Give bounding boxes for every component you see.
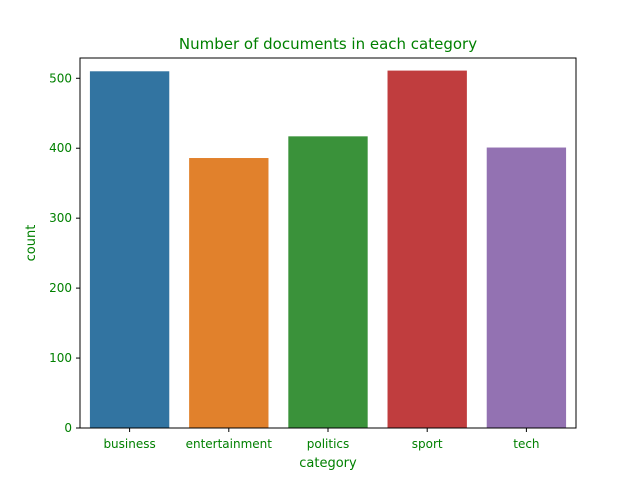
y-tick-label: 400 bbox=[49, 141, 72, 155]
x-tick-label: politics bbox=[307, 437, 350, 451]
bar-sport bbox=[387, 70, 467, 428]
bar-entertainment bbox=[189, 158, 269, 428]
y-tick-label: 300 bbox=[49, 211, 72, 225]
bar-tech bbox=[486, 147, 567, 428]
y-tick-label: 0 bbox=[64, 421, 72, 435]
bars-group bbox=[89, 70, 567, 428]
x-tick-label: entertainment bbox=[186, 437, 273, 451]
x-tick-label: business bbox=[103, 437, 155, 451]
x-axis-ticks: business entertainment politics sport tech bbox=[103, 428, 540, 451]
x-tick-label: sport bbox=[412, 437, 443, 451]
y-tick-label: 500 bbox=[49, 71, 72, 85]
y-tick-label: 100 bbox=[49, 351, 72, 365]
y-tick-label: 200 bbox=[49, 281, 72, 295]
bar-politics bbox=[288, 136, 368, 428]
x-axis-label: category bbox=[299, 456, 357, 471]
x-tick-label: tech bbox=[513, 437, 539, 451]
chart-title: Number of documents in each category bbox=[179, 35, 477, 53]
y-axis-ticks: 0 100 200 300 400 500 bbox=[49, 71, 80, 435]
bar-business bbox=[89, 71, 170, 428]
y-axis-label: count bbox=[24, 225, 39, 262]
